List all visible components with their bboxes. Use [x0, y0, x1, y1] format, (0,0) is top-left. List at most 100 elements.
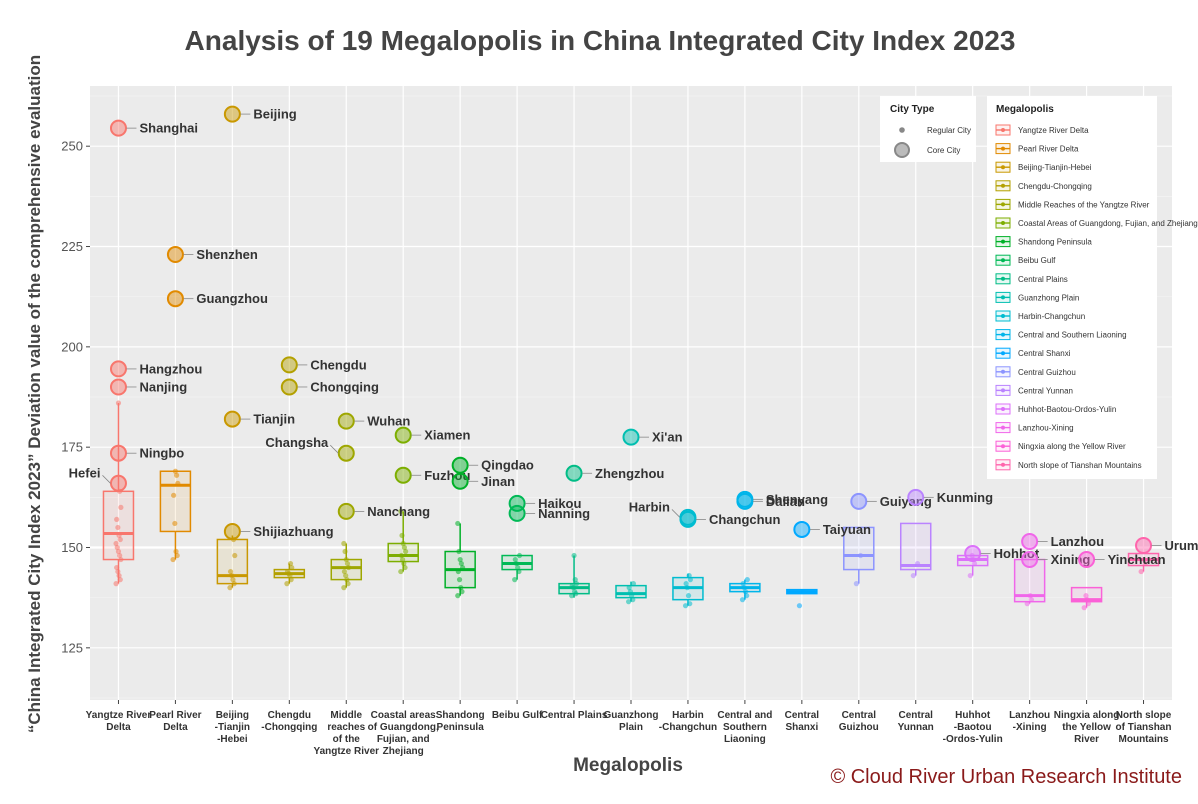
regular-city-point	[113, 581, 119, 587]
regular-city-point	[231, 581, 237, 587]
legend-item-label: Beijing-Tianjin-Hebei	[1018, 163, 1092, 172]
x-tick-label: Central Plains	[541, 710, 608, 721]
core-city-point	[1135, 536, 1153, 554]
legend-swatch-dot	[1001, 276, 1005, 281]
city-label: Shenyang	[766, 492, 828, 507]
regular-city-point	[1141, 556, 1147, 563]
core-city: Dalian	[736, 492, 805, 510]
legend-item-label: Ningxia along the Yellow River	[1018, 442, 1126, 451]
boxplot-group	[1127, 552, 1160, 575]
city-label: Nanjing	[139, 379, 187, 394]
core-city-point	[166, 246, 184, 264]
copyright-text: © Cloud River Urban Research Institute	[830, 766, 1182, 788]
legend-regular-swatch	[899, 127, 905, 133]
core-city: Shijiazhuang	[223, 522, 334, 540]
city-label: Changchun	[709, 512, 781, 527]
city-label: Hangzhou	[139, 361, 202, 376]
regular-city-point	[174, 552, 180, 559]
legend-item-label: Core City	[927, 146, 960, 155]
legend-item-label: Pearl River Delta	[1018, 145, 1079, 154]
core-city-point	[280, 356, 298, 374]
regular-city-point	[457, 556, 463, 563]
regular-city-point	[115, 548, 122, 555]
core-city-point	[223, 522, 241, 540]
city-label: Beijing	[253, 107, 296, 122]
regular-city-point	[116, 572, 122, 579]
regular-city-point	[571, 552, 577, 559]
legend-swatch-dot	[1001, 351, 1005, 356]
regular-city-point	[227, 568, 234, 575]
core-city: Qingdao	[451, 456, 534, 474]
regular-city-point	[687, 577, 693, 583]
city-label: Yinchuan	[1108, 552, 1166, 567]
x-tick-label: Coastal areas of Guangdong, Fujian, and Zhe…	[368, 710, 439, 757]
core-city-point	[109, 119, 127, 137]
x-axis-title: Megalopolis	[573, 755, 683, 776]
regular-city-point	[401, 560, 407, 567]
regular-city-point	[345, 581, 351, 587]
city-label: Shijiazhuang	[253, 524, 333, 539]
regular-city-point	[172, 468, 179, 474]
regular-city-point	[686, 572, 692, 579]
regular-city-point	[459, 564, 466, 571]
regular-city-point	[227, 585, 233, 591]
regular-city-point	[341, 585, 347, 591]
legend-item-label: Middle Reaches of the Yangtze River	[1018, 200, 1150, 209]
core-city: Chengdu	[280, 356, 367, 374]
city-label: Urumqi	[1165, 538, 1198, 553]
x-tick-label: Huhhot -Baotou -Ordos-Yulin	[943, 710, 1003, 745]
regular-city-point	[287, 560, 294, 567]
regular-city-point	[458, 560, 464, 567]
core-city-point	[166, 290, 184, 308]
legend-swatch-dot	[1001, 444, 1005, 449]
legend-swatch-dot	[1001, 314, 1005, 318]
regular-city-point	[1081, 605, 1087, 611]
y-tick-label: 125	[61, 640, 83, 655]
regular-city-point	[456, 548, 462, 555]
boxplot-group	[729, 577, 761, 603]
city-label: Qingdao	[481, 458, 534, 473]
x-tick-label: Central Yunnan	[898, 710, 934, 733]
y-tick-label: 150	[61, 540, 83, 555]
legend-core-swatch	[894, 142, 910, 158]
legend-item-label: Central Shanxi	[1018, 349, 1071, 358]
regular-city-point	[284, 581, 290, 587]
x-tick-label: Middle reaches of the Yangtze River	[313, 710, 379, 757]
regular-city-point	[398, 568, 404, 575]
city-label: Tianjin	[253, 412, 295, 427]
core-city-layer: Shanghai Hangzhou Nanjing Ningbo Hefei Shenzh…	[69, 105, 1198, 569]
regular-city-point	[118, 504, 124, 510]
regular-city-point	[117, 536, 123, 543]
regular-city-point	[572, 577, 578, 583]
core-city: Ningbo	[109, 444, 184, 462]
core-city: Changsha	[265, 435, 355, 462]
regular-city-point	[853, 581, 859, 587]
regular-city-point	[971, 560, 978, 567]
legend-item-label: Shandong Peninsula	[1018, 238, 1092, 247]
regular-city-point	[910, 572, 916, 579]
core-city: Shanghai	[109, 119, 198, 137]
x-tick-label: Central and Southern Liaoning	[717, 710, 772, 745]
boxplot-group	[672, 572, 704, 609]
regular-city-point	[288, 577, 294, 583]
city-label: Kunming	[937, 490, 993, 505]
city-label: Harbin	[629, 499, 670, 514]
legend-swatch-dot	[1001, 146, 1005, 151]
core-city-point	[793, 520, 811, 538]
legend-title: Megalopolis	[996, 104, 1054, 115]
boxplot-group	[615, 581, 647, 605]
legend-box	[987, 96, 1157, 479]
regular-city-point	[458, 585, 464, 591]
core-city-point	[850, 492, 868, 510]
regular-city-point	[857, 552, 864, 559]
legend-swatch-dot	[1001, 128, 1005, 132]
regular-city-point	[114, 516, 120, 523]
boxplot-group	[501, 552, 533, 583]
label-leader	[329, 444, 339, 454]
regular-city-point	[627, 589, 634, 595]
boxplot-group	[843, 526, 875, 587]
regular-city-point	[456, 577, 463, 583]
city-label: Wuhan	[367, 414, 410, 429]
boxplot-group	[102, 400, 135, 587]
regular-city-point	[172, 520, 178, 527]
